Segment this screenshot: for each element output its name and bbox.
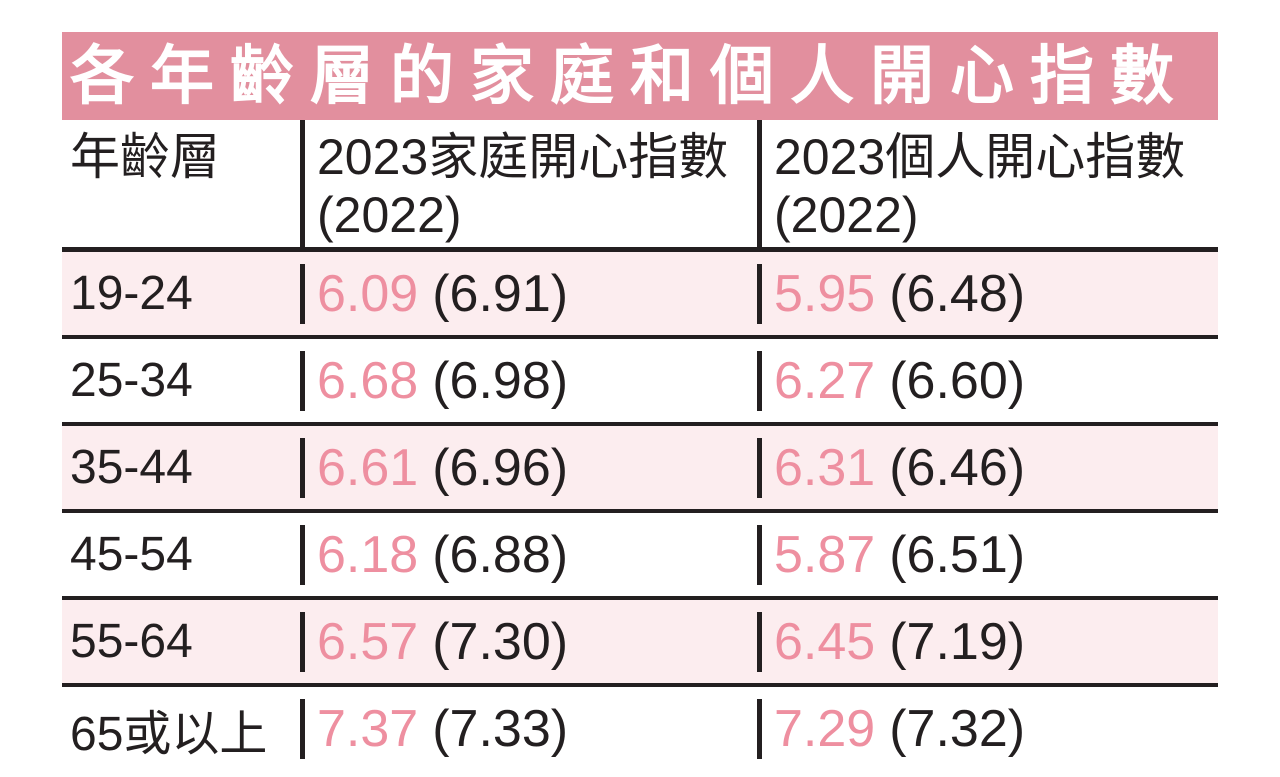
age-group-label: 25-34 [70, 354, 193, 407]
family-index-cell: 6.18 (6.88) [300, 524, 757, 585]
header-personal-index-line1: 2023個人開心指數 [774, 129, 1186, 185]
family-2023-value: 6.09 [317, 264, 419, 323]
family-index-cell: 6.57 (7.30) [300, 611, 757, 672]
table-row-45-54: 45-54 6.18 (6.88) 5.87 (6.51) [62, 513, 1218, 600]
table-header-row: 年齡層 2023家庭開心指數 (2022) 2023個人開心指數 (2022) [62, 120, 1218, 252]
header-age-group: 年齡層 [70, 129, 220, 185]
family-2023-value: 6.57 [317, 612, 419, 671]
personal-2023-value: 6.27 [774, 351, 876, 410]
family-2023-value: 6.68 [317, 351, 419, 410]
family-2022-value: (7.33) [432, 700, 569, 758]
personal-2022-value: (7.32) [889, 700, 1026, 758]
header-family-index-line2: (2022) [317, 187, 462, 243]
personal-2023-value: 6.45 [774, 612, 876, 671]
family-index-cell: 6.68 (6.98) [300, 350, 757, 411]
table-row-19-24: 19-24 6.09 (6.91) 5.95 (6.48) [62, 252, 1218, 339]
family-index-cell: 7.37 (7.33) [300, 699, 757, 759]
family-2022-value: (6.91) [432, 264, 569, 323]
personal-2023-value: 5.95 [774, 264, 876, 323]
personal-2023-value: 6.31 [774, 438, 876, 497]
header-family-index: 2023家庭開心指數 (2022) [300, 120, 757, 247]
age-group-label: 45-54 [70, 528, 193, 581]
personal-index-cell: 7.29 (7.32) [757, 699, 1218, 759]
family-2022-value: (6.96) [432, 438, 569, 497]
personal-index-cell: 6.45 (7.19) [757, 611, 1218, 672]
family-index-cell: 6.09 (6.91) [300, 263, 757, 324]
personal-index-cell: 6.27 (6.60) [757, 350, 1218, 411]
table-row-65-plus: 65或以上 7.37 (7.33) 7.29 (7.32) [62, 687, 1218, 771]
personal-index-cell: 5.87 (6.51) [757, 524, 1218, 585]
personal-2022-value: (6.51) [889, 525, 1026, 584]
family-2023-value: 7.37 [317, 700, 419, 758]
family-2023-value: 6.18 [317, 525, 419, 584]
header-personal-index-line2: (2022) [774, 187, 919, 243]
personal-2023-value: 5.87 [774, 525, 876, 584]
table-row-55-64: 55-64 6.57 (7.30) 6.45 (7.19) [62, 600, 1218, 687]
family-2023-value: 6.61 [317, 438, 419, 497]
personal-index-cell: 5.95 (6.48) [757, 263, 1218, 324]
family-2022-value: (6.98) [432, 351, 569, 410]
happiness-table: 年齡層 2023家庭開心指數 (2022) 2023個人開心指數 (2022) … [62, 120, 1218, 771]
header-family-index-line1: 2023家庭開心指數 [317, 129, 729, 185]
page-title: 各年齡層的家庭和個人開心指數 [70, 40, 1190, 112]
personal-index-cell: 6.31 (6.46) [757, 437, 1218, 498]
personal-2022-value: (7.19) [889, 612, 1026, 671]
age-group-label: 55-64 [70, 615, 193, 668]
age-group-label: 35-44 [70, 441, 193, 494]
title-banner: 各年齡層的家庭和個人開心指數 [62, 32, 1218, 120]
personal-2023-value: 7.29 [774, 700, 876, 758]
personal-2022-value: (6.48) [889, 264, 1026, 323]
age-group-label: 65或以上 [70, 708, 268, 761]
personal-2022-value: (6.60) [889, 351, 1026, 410]
table-row-25-34: 25-34 6.68 (6.98) 6.27 (6.60) [62, 339, 1218, 426]
family-2022-value: (6.88) [432, 525, 569, 584]
age-group-label: 19-24 [70, 267, 193, 320]
personal-2022-value: (6.46) [889, 438, 1026, 497]
family-index-cell: 6.61 (6.96) [300, 437, 757, 498]
header-personal-index: 2023個人開心指數 (2022) [757, 120, 1218, 247]
table-row-35-44: 35-44 6.61 (6.96) 6.31 (6.46) [62, 426, 1218, 513]
family-2022-value: (7.30) [432, 612, 569, 671]
